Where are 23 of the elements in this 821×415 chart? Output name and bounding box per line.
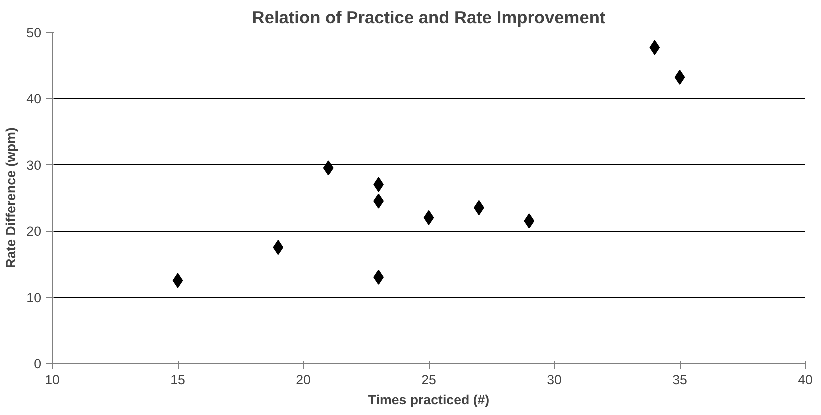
- x-tick-label: 10: [45, 372, 60, 388]
- point: [674, 70, 686, 86]
- y-tick-label: 20: [26, 224, 42, 240]
- x-tick-label: 25: [422, 372, 436, 388]
- point: [172, 273, 184, 288]
- point: [273, 240, 284, 256]
- y-axis-title: Rate Difference (wpm): [4, 128, 19, 268]
- x-tick-label: 35: [672, 372, 688, 388]
- x-tick-label: 40: [798, 372, 813, 388]
- point: [650, 40, 660, 56]
- point: [424, 210, 434, 226]
- x-tick-label: 15: [170, 372, 186, 388]
- point: [323, 160, 334, 176]
- x-axis-title: Times practiced (#): [368, 392, 490, 408]
- y-tick-label: 40: [26, 92, 42, 107]
- x-tick-label: 20: [296, 372, 311, 388]
- y-tick-label: 10: [26, 290, 42, 306]
- x-tick-label: 30: [547, 372, 562, 388]
- y-tick-label: 30: [26, 158, 42, 173]
- y-tick-label: 0: [34, 356, 42, 372]
- y-tick-label: 50: [26, 26, 42, 40]
- point: [524, 214, 535, 229]
- chart-title: Relation of Practice and Rate Improvement: [252, 8, 606, 28]
